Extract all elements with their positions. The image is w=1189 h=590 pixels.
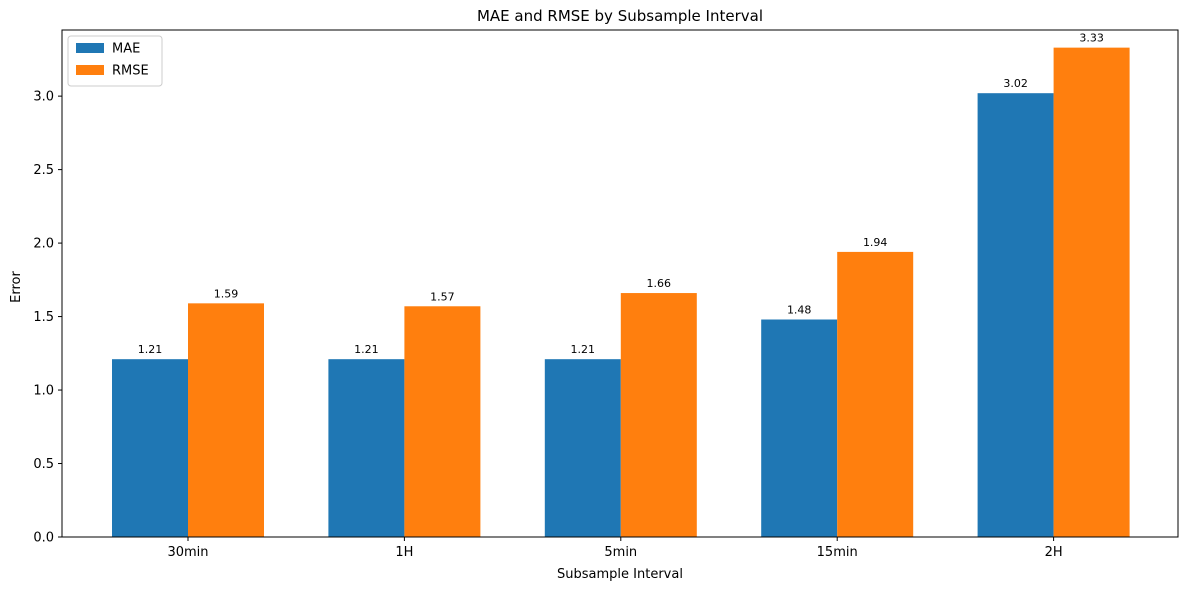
legend: MAE RMSE [67, 35, 163, 87]
bar-value-label: 3.02 [1003, 77, 1028, 90]
bar-value-label: 3.33 [1079, 32, 1104, 45]
bar-mae-2H [977, 93, 1054, 537]
bar-mae-5min [544, 359, 621, 537]
bar-value-label: 1.48 [787, 304, 812, 317]
x-tick-label: 2H [1045, 545, 1063, 560]
y-axis-title: Error [9, 271, 24, 303]
legend-swatch-rmse [76, 65, 104, 75]
bar-rmse-1H [404, 306, 481, 537]
bar-value-label: 1.59 [214, 287, 239, 300]
x-tick-label: 30min [167, 545, 208, 560]
bar-rmse-2H [1053, 47, 1130, 538]
x-tick-label: 5min [604, 545, 637, 560]
plot-frame [61, 29, 1179, 538]
x-axis: 30min 1H 5min 15min 2H [167, 537, 1063, 560]
y-tick-label: 1.0 [33, 384, 54, 399]
bar-value-label: 1.21 [138, 343, 163, 356]
bar-mae-1H [328, 359, 405, 537]
y-tick-label: 3.0 [33, 90, 54, 105]
bar-mae-15min [761, 319, 838, 537]
bar-mae-30min [112, 359, 188, 537]
bar-labels-layer: 1.21 1.21 1.21 1.48 3.02 1.59 1.57 1.66 1.94 3.33 [138, 32, 1104, 357]
bar-value-label: 1.21 [354, 343, 379, 356]
x-tick-label: 15min [817, 545, 858, 560]
bar-value-label: 1.94 [863, 236, 888, 249]
legend-label-mae: MAE [112, 42, 140, 57]
legend-label-rmse: RMSE [112, 64, 149, 79]
bar-rmse-5min [620, 293, 697, 537]
x-axis-title: Subsample Interval [557, 567, 683, 582]
bar-value-label: 1.21 [571, 343, 596, 356]
y-axis: 0.0 0.5 1.0 1.5 2.0 2.5 3.0 [33, 90, 62, 546]
chart-title: MAE and RMSE by Subsample Interval [477, 7, 763, 25]
bar-value-label: 1.66 [647, 277, 672, 290]
legend-swatch-mae [76, 43, 104, 53]
y-tick-label: 2.0 [33, 237, 54, 252]
bar-rmse-30min [188, 303, 264, 537]
y-tick-label: 0.0 [33, 531, 54, 546]
x-tick-label: 1H [395, 545, 413, 560]
y-tick-label: 1.5 [33, 310, 54, 325]
y-tick-label: 2.5 [33, 163, 54, 178]
bar-value-label: 1.57 [430, 290, 455, 303]
bar-rmse-15min [837, 251, 914, 537]
y-tick-label: 0.5 [33, 457, 54, 472]
bars-layer [112, 47, 1130, 538]
